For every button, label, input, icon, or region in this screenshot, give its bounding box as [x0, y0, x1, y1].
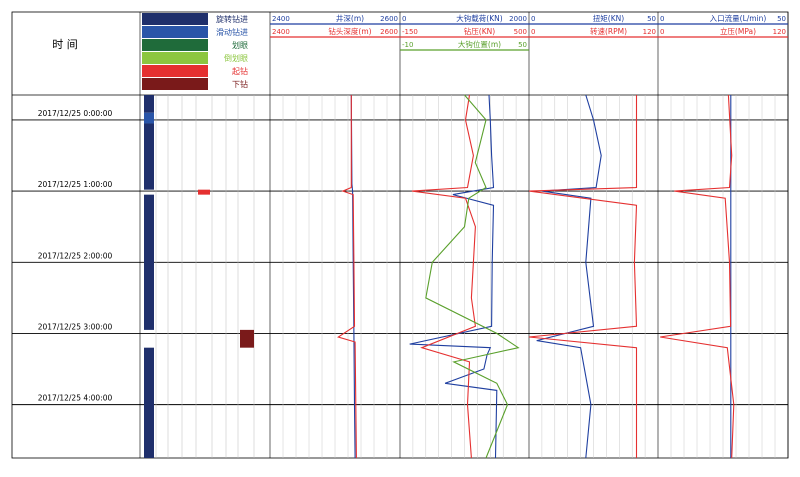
curve-label: 立压(MPa) [720, 26, 756, 36]
series-钻压 [411, 94, 477, 459]
activity-bar [144, 347, 154, 458]
time-tick-label: 2017/12/25 4:00:00 [38, 394, 113, 403]
time-column-header: 时 间 [52, 38, 78, 51]
scale-min: 0 [402, 15, 406, 23]
activity-bar [240, 329, 254, 348]
series-扭矩 [536, 94, 602, 459]
scale-max: 50 [647, 15, 656, 23]
series-井深 [350, 94, 356, 459]
activity-bar [144, 95, 154, 113]
legend-label: 划眼 [232, 40, 248, 50]
legend-swatch [142, 65, 208, 77]
activity-bar [144, 194, 154, 330]
scale-max: 2000 [509, 15, 527, 23]
series-立压 [660, 94, 735, 459]
activity-bar [144, 112, 154, 124]
scale-min: -150 [402, 28, 418, 36]
time-tick-label: 2017/12/25 2:00:00 [38, 251, 113, 260]
series-钻头深度 [337, 95, 357, 459]
legend-swatch [142, 78, 208, 90]
series-转速 [528, 95, 638, 458]
scale-max: 2600 [380, 28, 398, 36]
legend-swatch [142, 13, 208, 25]
series-大钩位置 [425, 94, 520, 459]
legend-swatch [142, 39, 208, 51]
curve-label: 大钩位置(m) [458, 39, 501, 49]
activity-bar [144, 123, 154, 190]
time-tick-label: 2017/12/25 3:00:00 [38, 322, 113, 331]
activity-bar [198, 189, 210, 195]
legend-label: 滑动钻进 [216, 27, 248, 37]
legend-swatch [142, 26, 208, 38]
scale-min: 0 [531, 28, 535, 36]
curves-group [337, 94, 735, 459]
scale-min: 2400 [272, 15, 290, 23]
scale-min: 0 [660, 15, 664, 23]
time-tick-label: 2017/12/25 1:00:00 [38, 180, 113, 189]
scale-max: 2600 [380, 15, 398, 23]
scale-max: 120 [773, 28, 786, 36]
legend-label: 下钻 [232, 79, 248, 89]
legend-label: 起钻 [232, 66, 248, 76]
curve-label: 钻头深度(m) [328, 26, 371, 36]
scale-max: 120 [643, 28, 656, 36]
time-tick-label: 2017/12/25 0:00:00 [38, 109, 113, 118]
scale-min: 0 [660, 28, 664, 36]
curve-label: 转速(RPM) [590, 26, 627, 36]
curve-label: 扭矩(KN) [593, 13, 624, 23]
scale-max: 50 [777, 15, 786, 23]
curve-label: 井深(m) [336, 13, 364, 23]
series-大钩载荷 [409, 94, 498, 459]
curve-label: 大钩载荷(KN) [456, 13, 502, 23]
scale-max: 500 [514, 28, 527, 36]
chart-body: 2017/12/25 0:00:00 2017/12/25 1:00:00 2017… [12, 94, 788, 459]
scale-min: 2400 [272, 28, 290, 36]
scale-min: 0 [531, 15, 535, 23]
scale-max: 50 [518, 41, 527, 49]
curve-label: 钻压(KN) [464, 26, 495, 36]
legend-label: 旋转钻进 [216, 14, 248, 24]
legend-swatch [142, 52, 208, 64]
scale-min: -10 [402, 41, 413, 49]
curve-label: 入口流量(L/min) [710, 13, 767, 23]
legend-label: 倒划眼 [224, 53, 248, 63]
